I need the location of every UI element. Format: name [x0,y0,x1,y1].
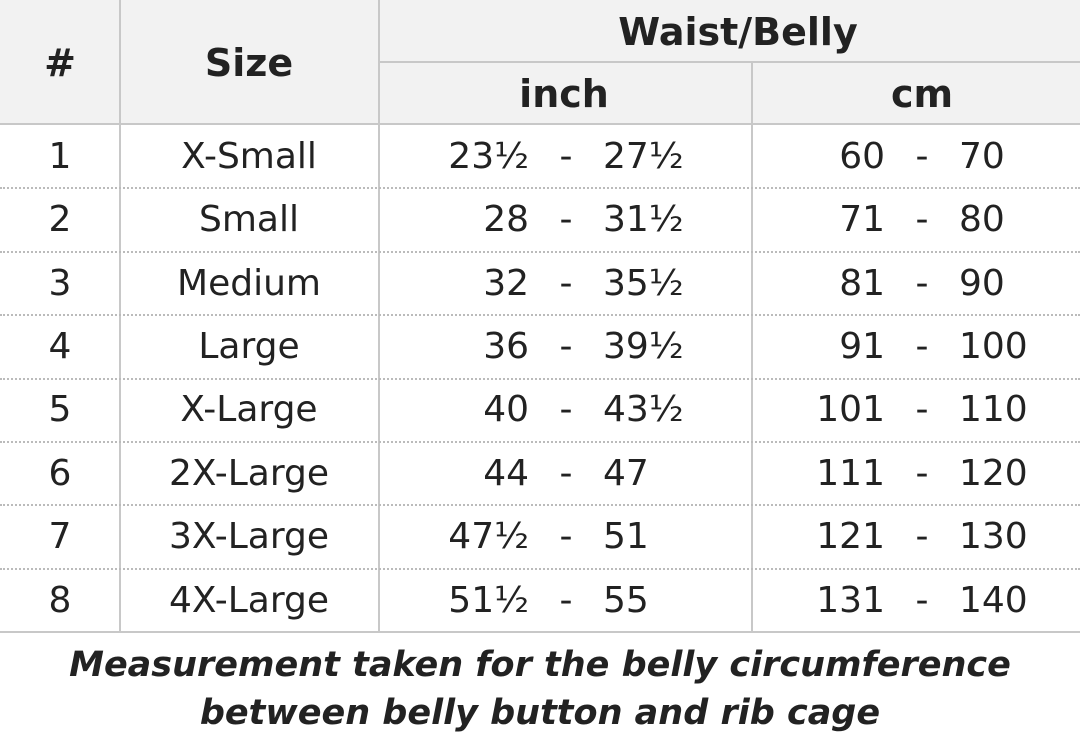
row-number: 6 [48,452,72,494]
row-divider [0,314,1080,317]
range-separator: - [559,262,573,304]
range-separator: - [915,579,929,621]
range-separator: - [559,389,573,431]
header-number: # [44,41,76,85]
size-name: Medium [177,262,321,304]
size-name: Large [198,325,300,367]
cm-min: 81 [839,262,885,304]
inch-min: 36 [483,325,529,367]
range-separator: - [915,389,929,431]
range-separator: - [559,199,573,241]
cm-min: 101 [816,389,885,431]
header-divider [379,61,1080,63]
header-group: Waist/Belly [618,10,858,54]
size-name: 4X-Large [168,579,330,621]
header-divider [0,123,1080,125]
column-divider [751,62,753,632]
cm-min: 131 [816,579,885,621]
cm-max: 70 [959,135,1005,177]
size-name: Small [199,199,299,241]
row-number: 8 [48,579,72,621]
note-line: between belly button and rib cage [199,693,881,733]
row-number: 1 [48,135,72,177]
range-separator: - [915,262,929,304]
row-divider [0,504,1080,507]
row-number: 2 [48,199,72,241]
range-separator: - [915,325,929,367]
inch-max: 27½ [603,135,684,177]
cm-min: 71 [839,199,885,241]
inch-min: 47½ [448,516,529,558]
inch-max: 39½ [603,325,684,367]
inch-min: 28 [483,199,529,241]
cm-min: 121 [816,516,885,558]
inch-min: 44 [483,452,529,494]
inch-max: 55 [603,579,649,621]
row-divider [0,377,1080,380]
cm-max: 110 [959,389,1028,431]
row-divider [0,250,1080,253]
size-name: 2X-Large [168,452,330,494]
range-separator: - [559,579,573,621]
row-divider [0,567,1080,570]
range-separator: - [915,452,929,494]
cm-max: 80 [959,199,1005,241]
inch-min: 23½ [448,135,529,177]
inch-max: 31½ [603,199,684,241]
range-separator: - [559,452,573,494]
row-number: 4 [48,325,72,367]
cm-min: 60 [839,135,885,177]
inch-max: 51 [603,516,649,558]
inch-max: 43½ [603,389,684,431]
row-divider [0,441,1080,443]
header-unit: cm [890,72,954,116]
range-separator: - [559,325,573,367]
row-number: 7 [48,516,72,558]
header-unit: inch [519,72,609,116]
range-separator: - [559,135,573,177]
range-separator: - [559,516,573,558]
header-size: Size [204,41,294,85]
cm-min: 91 [839,325,885,367]
range-separator: - [915,135,929,177]
range-separator: - [915,516,929,558]
row-number: 5 [48,389,72,431]
cm-max: 140 [959,579,1028,621]
cm-max: 90 [959,262,1005,304]
note-line: Measurement taken for the belly circumfe… [69,645,1011,685]
row-number: 3 [48,262,72,304]
inch-max: 35½ [603,262,684,304]
cm-max: 120 [959,452,1028,494]
inch-min: 51½ [448,579,529,621]
size-name: X-Small [181,135,317,177]
inch-min: 32 [483,262,529,304]
size-name: 3X-Large [168,516,330,558]
inch-max: 47 [603,452,649,494]
table-bottom [0,631,1080,633]
cm-max: 100 [959,325,1028,367]
range-separator: - [915,199,929,241]
inch-min: 40 [483,389,529,431]
size-name: X-Large [180,389,318,431]
cm-max: 130 [959,516,1028,558]
row-divider [0,187,1080,190]
cm-min: 111 [816,452,885,494]
